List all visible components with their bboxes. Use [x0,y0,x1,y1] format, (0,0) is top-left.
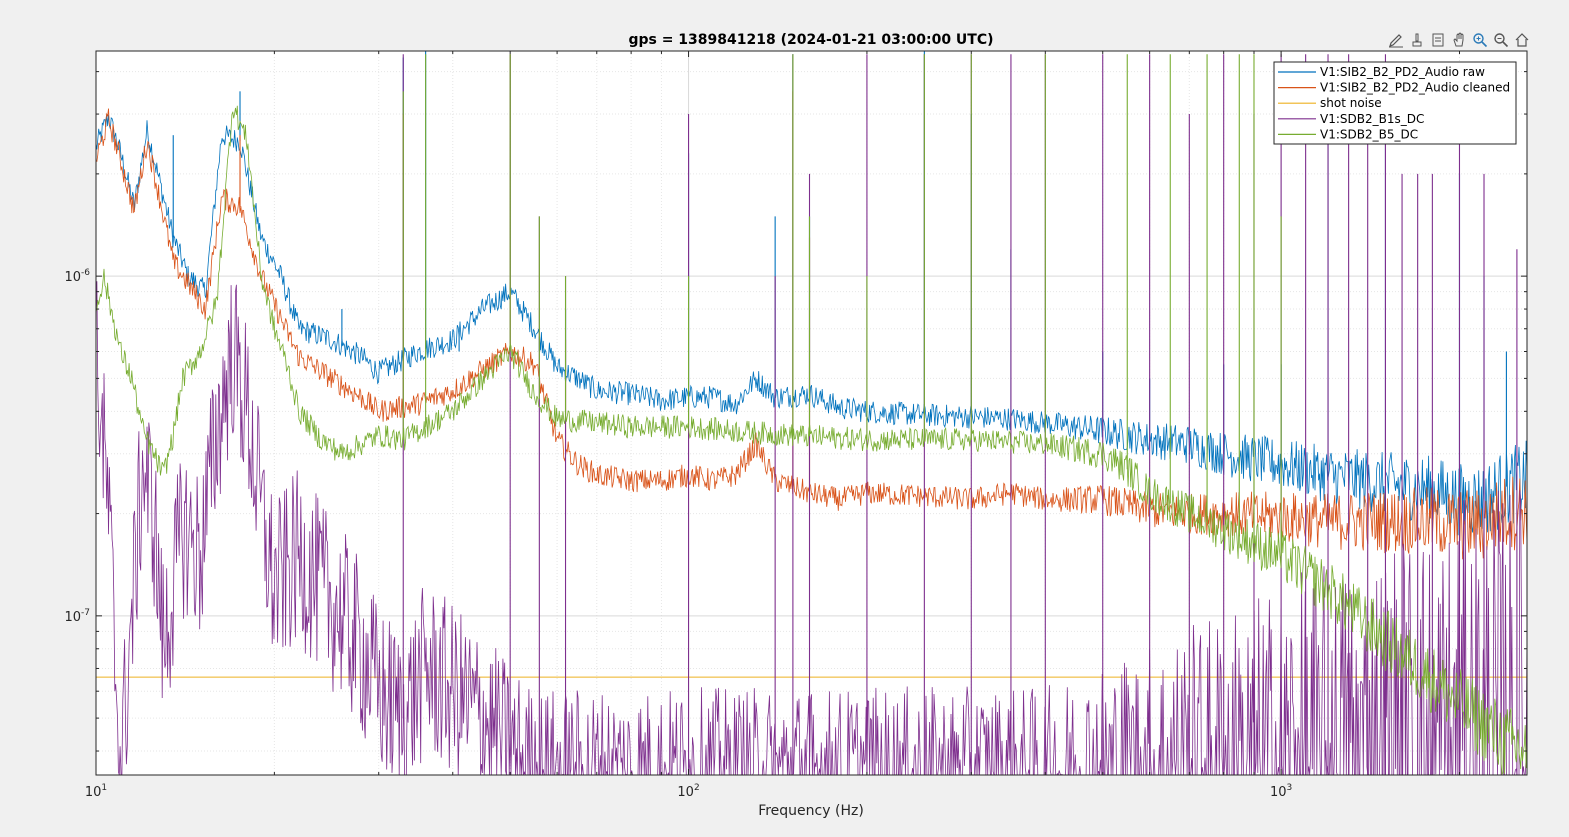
home-button[interactable] [1512,30,1531,49]
x-tick-label: 102 [677,783,699,800]
ticks-layer [95,51,1527,775]
x-tick-label: 101 [85,783,107,800]
chart-title: gps = 1389841218 (2024-01-21 03:00:00 UT… [628,32,993,48]
data-cursor-icon [1432,33,1443,46]
x-tick-labels: 101 102 103 [85,783,1292,800]
legend[interactable]: V1:SIB2_B2_PD2_Audio raw V1:SIB2_B2_PD2_A… [1273,61,1517,145]
plot-area[interactable] [96,51,1527,775]
series-5 [96,54,1527,775]
zoom-out-icon [1493,32,1508,47]
y-tick-label: 10-6 [64,268,90,285]
x-axis-label: Frequency (Hz) [758,803,864,819]
y-tick-label: 10-7 [64,608,90,625]
edit-plot-button[interactable] [1386,30,1405,49]
axes-toolbar [1386,30,1531,50]
x-tick-label: 103 [1270,783,1292,800]
home-icon [1515,32,1528,47]
legend-entry-label[interactable]: V1:SIB2_B2_PD2_Audio cleaned [1320,81,1510,95]
zoom-in-button[interactable] [1470,30,1489,49]
print-button[interactable] [1407,30,1426,49]
series-layer [96,51,1527,775]
legend-entry-label[interactable]: V1:SDB2_B5_DC [1320,127,1418,141]
series-line[interactable] [96,108,1527,560]
zoom-out-button[interactable] [1491,30,1510,49]
print-icon [1412,33,1421,46]
legend-entry-label[interactable]: V1:SIB2_B2_PD2_Audio raw [1320,65,1485,79]
pan-icon [1452,31,1463,46]
pan-button[interactable] [1449,30,1468,49]
y-tick-labels: 10-7 10-6 [64,268,90,625]
edit-plot-icon [1388,33,1403,47]
data-cursor-button[interactable] [1428,30,1447,49]
series-line[interactable] [96,281,1527,775]
zoom-in-icon [1472,32,1487,47]
series-line[interactable] [96,105,1527,775]
series-line[interactable] [96,113,1527,536]
legend-entry-label[interactable]: V1:SDB2_B1s_DC [1320,112,1424,126]
legend-entry-label[interactable]: shot noise [1320,96,1382,110]
axes-box [95,50,1528,776]
